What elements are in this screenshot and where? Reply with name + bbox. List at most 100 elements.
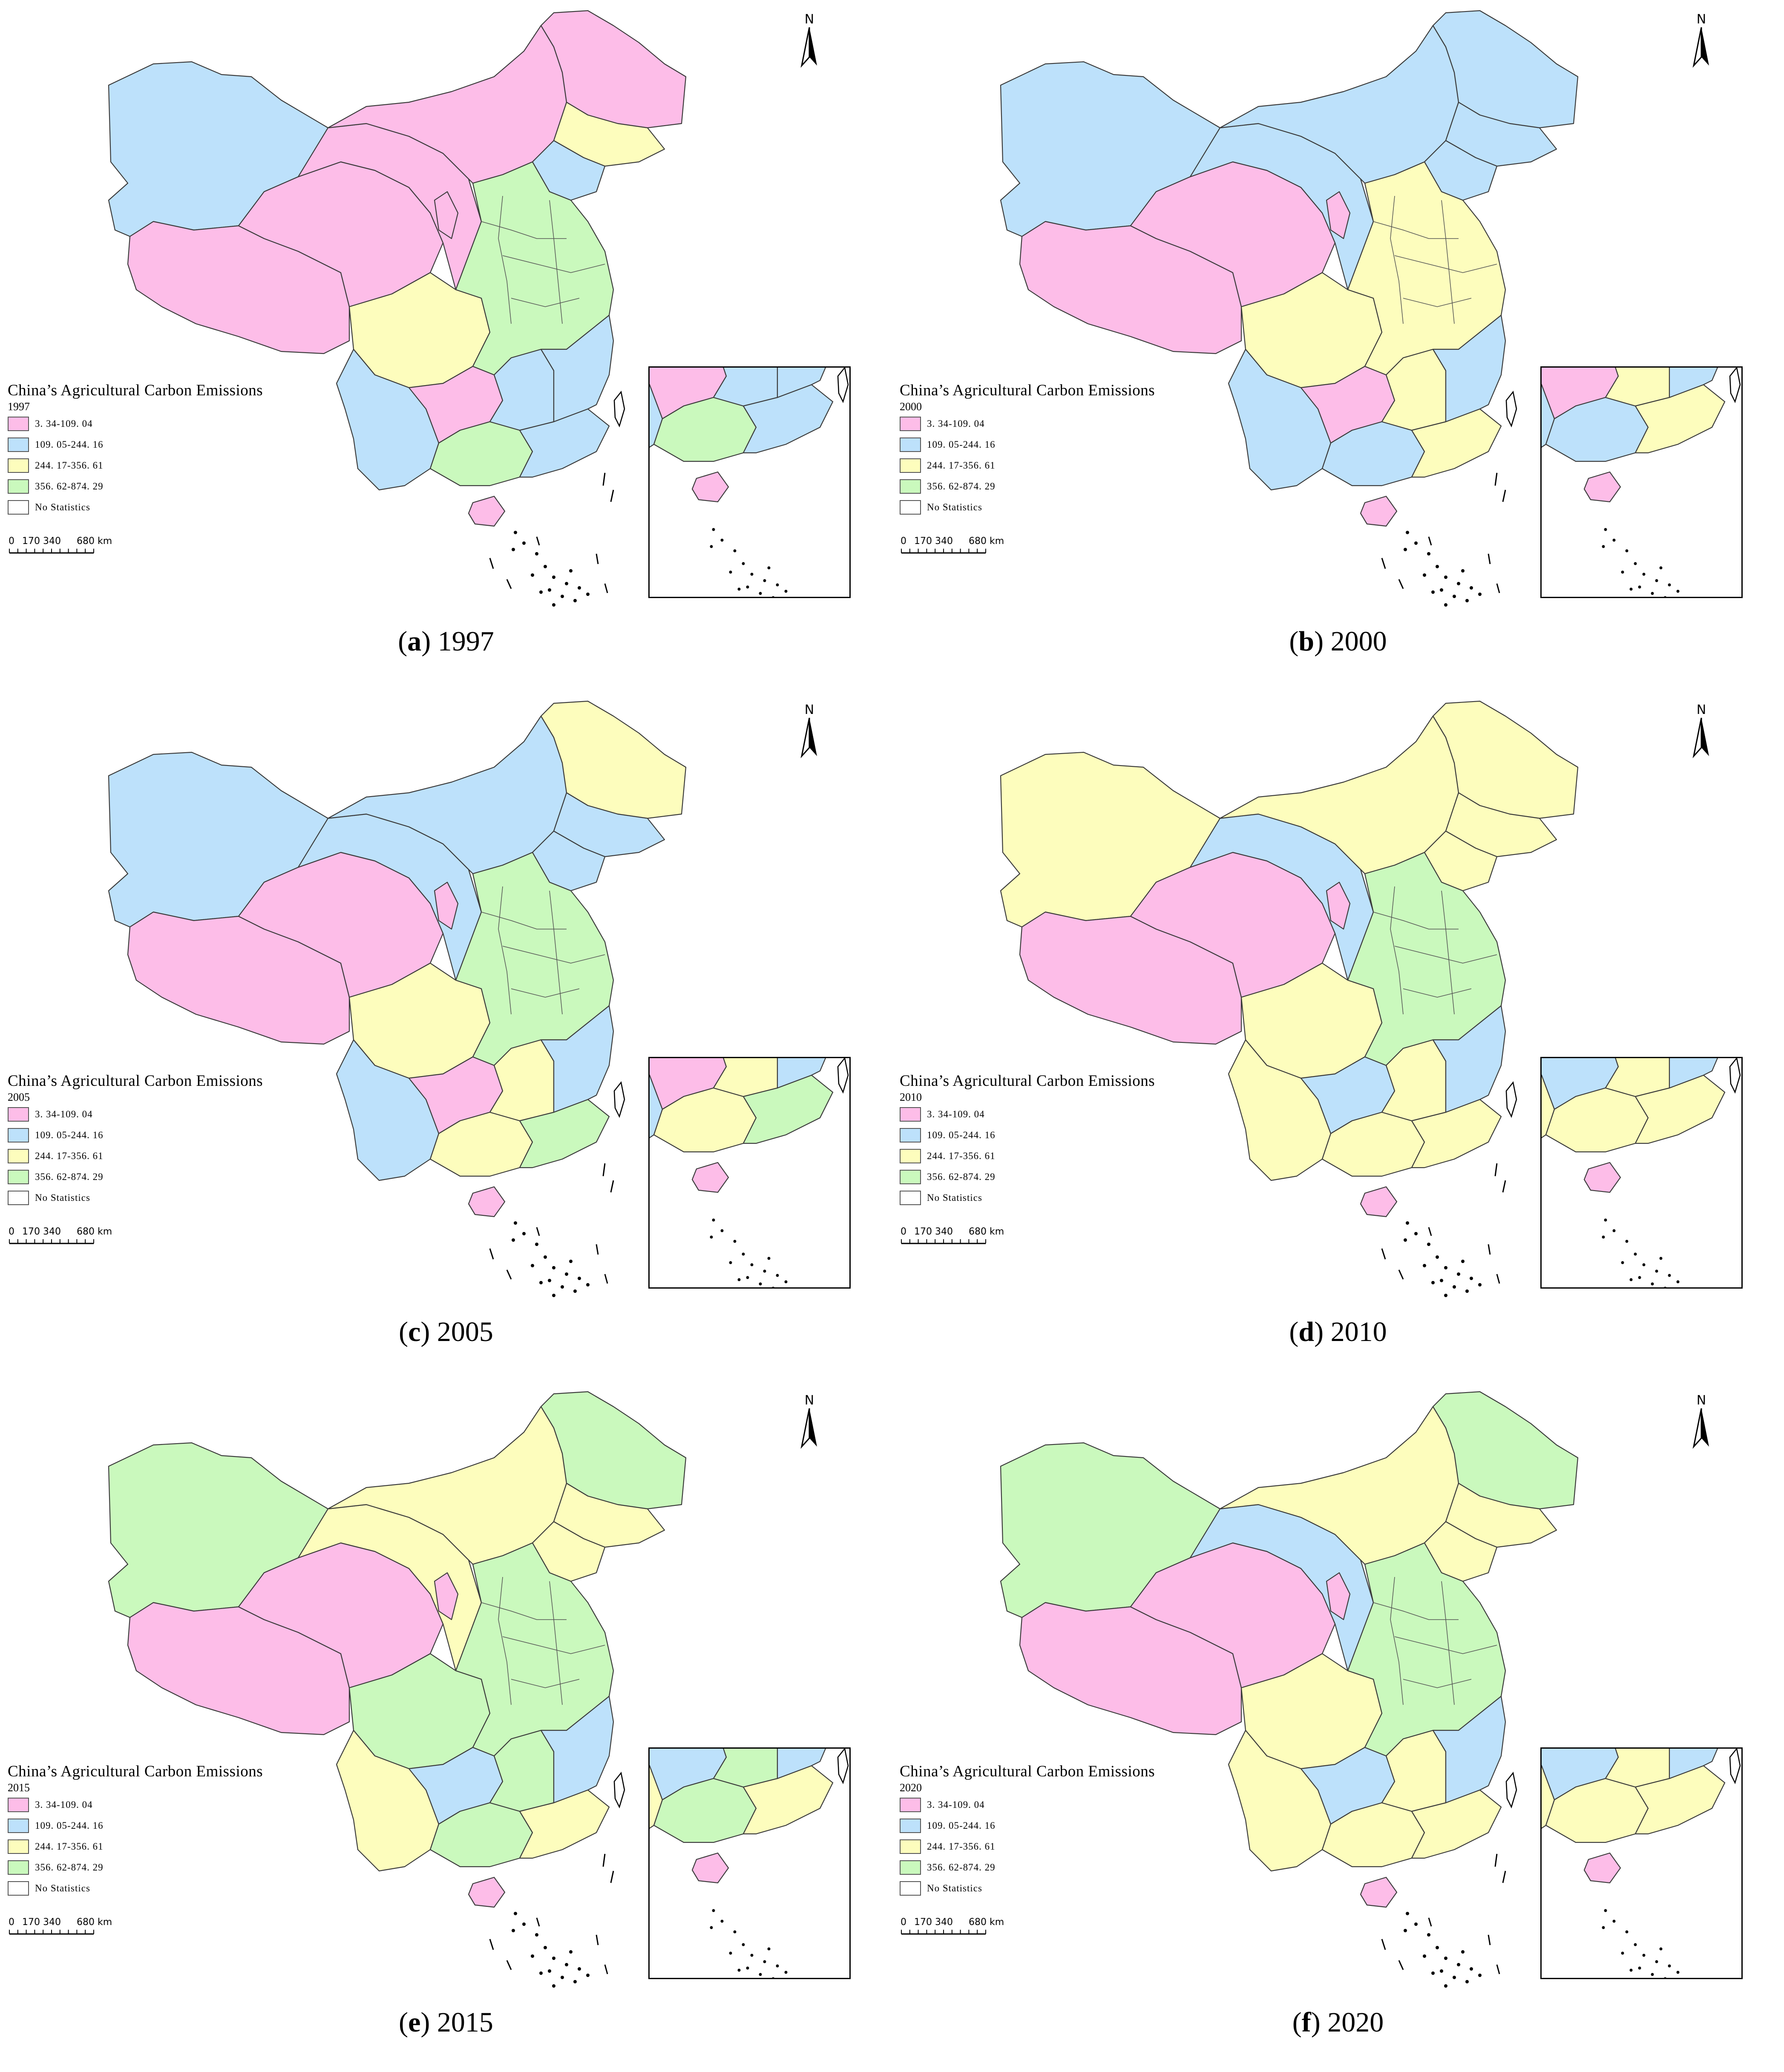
legend-label: 3. 34-109. 04 [927,1108,985,1119]
legend-item: 109. 05-244. 16 [900,1125,1155,1145]
inset-map [650,368,849,597]
island-dot [1414,1232,1418,1235]
legend-label: 356. 62-874. 29 [927,481,996,492]
island-dot [522,1922,526,1926]
legend-label: 109. 05-244. 16 [35,1129,104,1140]
inset-province-fujian [1669,1749,1718,1779]
scale-ticks [901,1239,986,1244]
inset-province-fujian [1669,1058,1718,1089]
legend-swatch [8,1860,29,1875]
legend-swatch [900,1818,921,1833]
legend-label: No Statistics [927,501,982,512]
scale-bar: 0 170 340 680 km [9,1917,112,1940]
inset-map [1542,1749,1741,1978]
map-panel-2000: N China’s Agricultural Carbon Emissions 20… [892,0,1784,691]
boundary-dash [604,583,608,593]
province-boundary [481,912,567,930]
inset-province-yunnan [1542,1765,1555,1829]
island-dot [531,573,534,577]
legend-title: China’s Agricultural Carbon Emissions [8,1763,263,1780]
province-fujian [540,1695,614,1804]
scale-ticks [9,1239,94,1244]
scale-label: 170 340 [914,536,953,547]
island-outline [1505,1772,1517,1809]
scale-ticks [901,1930,986,1935]
legend-swatch [8,1148,29,1163]
island-dot [544,565,547,568]
island-dot [1478,593,1482,596]
legend-label: 3. 34-109. 04 [35,1799,93,1810]
province-ningxia [434,1572,459,1620]
province-hainan [468,495,506,527]
legend-swatch [8,1107,29,1122]
island-dot [522,541,526,545]
island-dot [544,1255,547,1259]
legend-swatch [900,458,921,473]
legend-item: 356. 62-874. 29 [8,1857,263,1878]
island-outline [613,391,625,428]
island-dot [1431,1971,1435,1975]
island-dot [1440,1969,1443,1973]
legend-swatch [8,1818,29,1833]
legend-item: 244. 17-356. 61 [8,1836,263,1857]
scale-labels: 0 170 340 680 km [9,1917,112,1928]
legend-title: China’s Agricultural Carbon Emissions [900,1072,1155,1090]
legend-swatch [8,458,29,473]
island-dot [1444,1294,1447,1297]
province-boundary [1394,1636,1497,1654]
scale-bar: 0 170 340 680 km [901,1226,1004,1249]
scale-label: 680 km [77,1226,112,1237]
island-dot [1406,531,1409,534]
island-dot [552,1957,555,1960]
inset-province-yunnan [650,1074,663,1138]
legend-item: 109. 05-244. 16 [8,434,263,455]
inset-province-hainan [1583,471,1621,503]
island-dot [1436,1946,1439,1949]
scale-label: 680 km [969,1917,1004,1928]
boundary-dash [1428,1917,1432,1927]
scale-label: 170 340 [914,1226,953,1237]
island-dot [573,1980,577,1983]
island-dot [1478,1974,1482,1977]
island-dot [1461,1950,1465,1954]
island-outline [1505,1081,1517,1118]
scale-ticks [9,549,94,554]
legend-item: No Statistics [8,1878,263,1899]
island-dot [1457,582,1460,585]
scale-labels: 0 170 340 680 km [9,1226,112,1237]
scale-labels: 0 170 340 680 km [901,536,1004,547]
legend-item: 244. 17-356. 61 [8,455,263,476]
north-arrow-icon [1692,27,1709,68]
legend-swatch [900,1169,921,1184]
island-dot [1436,1255,1439,1259]
scale-bar: 0 170 340 680 km [901,536,1004,559]
legend-swatch [900,1107,921,1122]
island-dot [512,548,515,551]
boundary-dash [604,1274,608,1284]
boundary-dash [604,1964,608,1974]
legend-swatch [8,1190,29,1205]
legend-label: No Statistics [927,1882,982,1894]
legend-label: 244. 17-356. 61 [927,1150,996,1161]
panel-caption: (f) 2020 [1292,2007,1384,2038]
island-dot [531,1954,534,1958]
island-dot [1470,586,1473,590]
boundary-dash [489,1248,494,1260]
legend-item: 244. 17-356. 61 [8,1145,263,1166]
island-dot [561,1285,564,1289]
boundary-dash [1381,558,1386,569]
island-dot [1427,552,1430,555]
panel-caption: (c) 2005 [399,1316,493,1347]
inset-province-yunnan [1542,384,1555,448]
island-dot [1436,565,1439,568]
inset-province-hainan [691,1162,729,1193]
scale-label: 170 340 [914,1917,953,1928]
province-boundary [1441,200,1455,324]
island-dot [512,1238,515,1242]
boundary-dash [489,1939,494,1950]
legend-label: 109. 05-244. 16 [927,1129,996,1140]
legend-label: 244. 17-356. 61 [35,1841,104,1852]
island-dot [1444,576,1447,579]
legend-swatch [8,416,29,431]
province-hainan [1360,1876,1398,1908]
